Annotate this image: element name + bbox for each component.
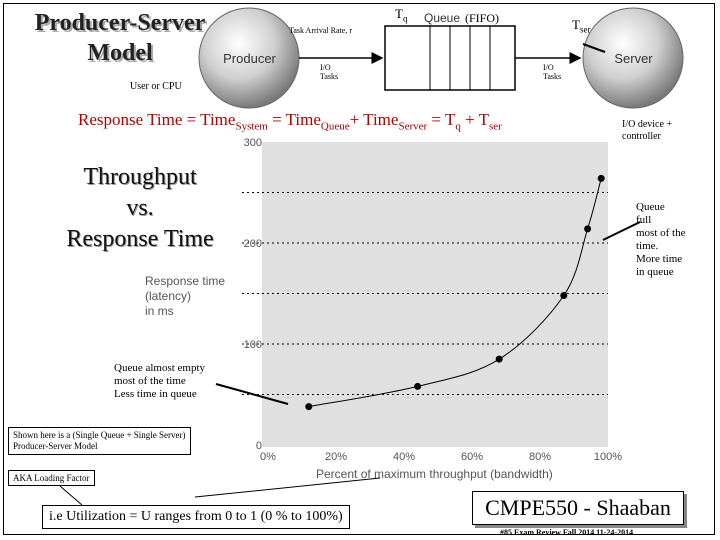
- tq-label: Tq: [395, 6, 408, 24]
- server-sphere: [582, 7, 684, 109]
- producer-server-diagram: [198, 7, 684, 109]
- data-point: [495, 355, 503, 363]
- x-axis-label: Percent of maximum throughput (bandwidth…: [316, 467, 553, 481]
- server-label: Server: [614, 51, 653, 66]
- io-tasks-right: I/O Tasks: [543, 63, 562, 81]
- x-tick-label: 100%: [594, 451, 622, 463]
- queue-empty-note: Queue almost empty most of the time Less…: [114, 362, 206, 400]
- single-queue-note: Shown here is a (Single Queue + Single S…: [8, 427, 191, 455]
- slide-title: Producer-Server Model: [20, 8, 220, 68]
- x-tick-label: 20%: [325, 451, 347, 463]
- utilization-note: i.e Utilization = U ranges from 0 to 1 (…: [42, 505, 350, 529]
- x-tick-label: 0%: [260, 451, 276, 463]
- y-tick-label: 100: [244, 339, 262, 351]
- x-tick-label: 60%: [461, 451, 483, 463]
- full-pointer: [602, 221, 641, 241]
- util-pointer: [194, 477, 381, 498]
- aka-pointer: [59, 485, 83, 506]
- fifo-label: (FIFO): [465, 11, 500, 25]
- data-point: [584, 225, 592, 233]
- course-label: CMPE550 - Shaaban: [472, 491, 684, 525]
- title-line-1: Producer-Server: [34, 10, 206, 36]
- data-point: [560, 292, 568, 300]
- y-axis-label: Response time (latency) in ms: [145, 274, 226, 318]
- throughput-heading: Throughput vs. Response Time: [66, 164, 214, 252]
- data-point: [414, 382, 422, 390]
- io-device-label: I/O device + controller: [622, 119, 673, 142]
- slide-frame: [3, 3, 715, 535]
- aka-loading-factor: AKA Loading Factor: [8, 470, 95, 486]
- y-tick-label: 200: [244, 238, 262, 250]
- tser-pointer: [582, 43, 606, 53]
- producer-label: Producer: [223, 51, 276, 66]
- slide-footer: #85 Exam Review Fall 2014 11-24-2014: [500, 528, 634, 537]
- data-point: [597, 174, 605, 182]
- arrival-rate-label: Task Arrival Rate, r: [289, 26, 352, 35]
- empty-pointer: [215, 383, 289, 405]
- plot-area: [262, 142, 608, 447]
- queue-full-note: Queue full most of the time. More time i…: [636, 201, 686, 278]
- data-point: [305, 403, 313, 411]
- queue-label: Queue: [424, 11, 461, 25]
- y-tick-label: 300: [244, 137, 262, 149]
- y-tick-label: 0: [256, 440, 262, 452]
- io-tasks-left: I/O Tasks: [320, 63, 339, 81]
- x-tick-label: 40%: [393, 451, 415, 463]
- user-cpu-label: User or CPU: [130, 81, 182, 92]
- x-tick-label: 80%: [529, 451, 551, 463]
- response-time-equation: Response Time = TimeSystem = TimeQueue+ …: [78, 110, 502, 133]
- tser-label: Tser: [572, 17, 591, 35]
- title-line-2: Model: [87, 40, 153, 66]
